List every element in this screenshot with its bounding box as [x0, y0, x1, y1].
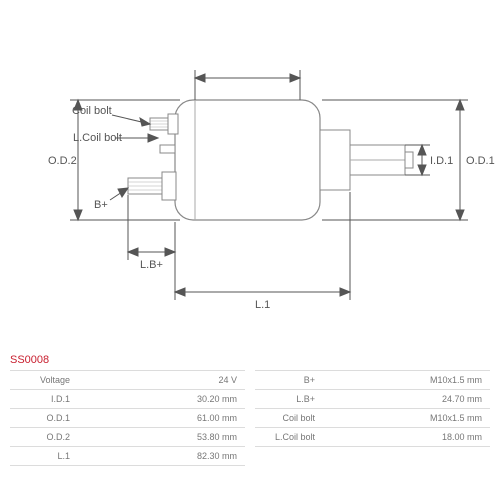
spec-value: 18.00 mm	[323, 432, 490, 442]
spec-row: I.D.130.20 mm	[10, 389, 245, 408]
spec-row: L.B+24.70 mm	[255, 389, 490, 408]
spec-row: O.D.161.00 mm	[10, 408, 245, 427]
label-id1: I.D.1	[430, 155, 453, 167]
spec-row: Coil boltM10x1.5 mm	[255, 408, 490, 427]
spec-value: 24.70 mm	[323, 394, 490, 404]
spec-value: 30.20 mm	[78, 394, 245, 404]
spec-value: M10x1.5 mm	[323, 375, 490, 385]
label-b-plus: B+	[94, 199, 108, 211]
label-coil-bolt: Coil bolt	[72, 105, 112, 117]
spec-value: 53.80 mm	[78, 432, 245, 442]
spec-col-right: B+M10x1.5 mmL.B+24.70 mmCoil boltM10x1.5…	[255, 370, 490, 466]
spec-row: L.Coil bolt18.00 mm	[255, 427, 490, 447]
spec-label: B+	[255, 375, 323, 385]
technical-diagram: O.D.2 Coil bolt L.Coil bolt B+ L.B+ L.1	[0, 0, 500, 350]
spec-label: Coil bolt	[255, 413, 323, 423]
spec-value: 24 V	[78, 375, 245, 385]
spec-table: Voltage24 VI.D.130.20 mmO.D.161.00 mmO.D…	[0, 370, 500, 466]
spec-row: O.D.253.80 mm	[10, 427, 245, 446]
spec-label: Voltage	[10, 375, 78, 385]
spec-label: L.1	[10, 451, 78, 461]
spec-row: L.182.30 mm	[10, 446, 245, 466]
spec-value: 82.30 mm	[78, 451, 245, 461]
spec-label: L.Coil bolt	[255, 432, 323, 442]
label-l1: L.1	[255, 299, 270, 311]
spec-row: Voltage24 V	[10, 370, 245, 389]
part-number: SS0008	[0, 350, 500, 370]
label-od1: O.D.1	[466, 155, 495, 167]
label-l-b-plus: L.B+	[140, 259, 163, 271]
spec-label: L.B+	[255, 394, 323, 404]
spec-col-left: Voltage24 VI.D.130.20 mmO.D.161.00 mmO.D…	[10, 370, 245, 466]
spec-label: O.D.1	[10, 413, 78, 423]
spec-value: M10x1.5 mm	[323, 413, 490, 423]
spec-label: I.D.1	[10, 394, 78, 404]
label-od2: O.D.2	[48, 155, 77, 167]
spec-label: O.D.2	[10, 432, 78, 442]
spec-row: B+M10x1.5 mm	[255, 370, 490, 389]
label-l-coil-bolt: L.Coil bolt	[73, 132, 122, 144]
spec-value: 61.00 mm	[78, 413, 245, 423]
